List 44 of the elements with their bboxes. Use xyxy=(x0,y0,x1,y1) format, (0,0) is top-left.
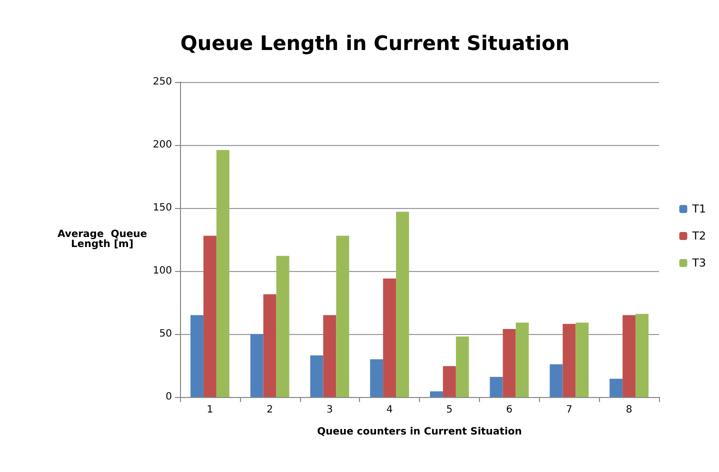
bar xyxy=(610,378,623,397)
bar xyxy=(276,256,290,397)
bar xyxy=(203,236,216,397)
bar xyxy=(216,150,230,397)
x-tick-label: 7 xyxy=(566,404,572,416)
legend-label: T1 xyxy=(691,202,706,216)
bar xyxy=(502,328,516,397)
bar xyxy=(430,391,443,397)
bar xyxy=(550,364,563,397)
y-tick-label: 50 xyxy=(159,328,172,340)
y-tick-label: 150 xyxy=(152,202,172,214)
x-tick-label: 6 xyxy=(506,404,512,416)
bar xyxy=(383,278,396,397)
bar xyxy=(562,324,576,397)
bar xyxy=(370,359,384,397)
bar xyxy=(250,334,264,397)
y-tick-label: 250 xyxy=(152,76,172,88)
bar xyxy=(336,236,350,397)
bar xyxy=(622,315,636,397)
bar xyxy=(442,366,456,397)
x-tick-label: 2 xyxy=(266,404,273,416)
x-tick-label: 3 xyxy=(326,404,333,416)
bar xyxy=(190,315,204,397)
y-tick-label: 200 xyxy=(152,140,172,150)
bar xyxy=(263,294,276,397)
y-tick-label: 100 xyxy=(152,266,172,276)
bar xyxy=(396,212,410,397)
legend-label: T2 xyxy=(691,230,706,242)
bar xyxy=(456,336,469,397)
x-tick-label: 8 xyxy=(626,404,632,416)
x-tick-label: 5 xyxy=(446,404,453,416)
x-tick-label: 4 xyxy=(386,404,393,416)
bar xyxy=(636,314,649,397)
chart-title: Queue Length in Current Situation xyxy=(180,31,570,55)
bar xyxy=(490,376,503,397)
y-axis-title: Average Queue Length [m] xyxy=(57,229,148,250)
legend-label: T3 xyxy=(691,256,706,270)
x-axis-title: Queue counters in Current Situation xyxy=(317,426,522,438)
bar xyxy=(310,355,324,397)
bar xyxy=(323,315,336,397)
bar xyxy=(516,322,529,397)
y-tick-label: 0 xyxy=(166,392,172,402)
bar xyxy=(576,322,589,397)
x-tick-label: 1 xyxy=(206,404,214,416)
